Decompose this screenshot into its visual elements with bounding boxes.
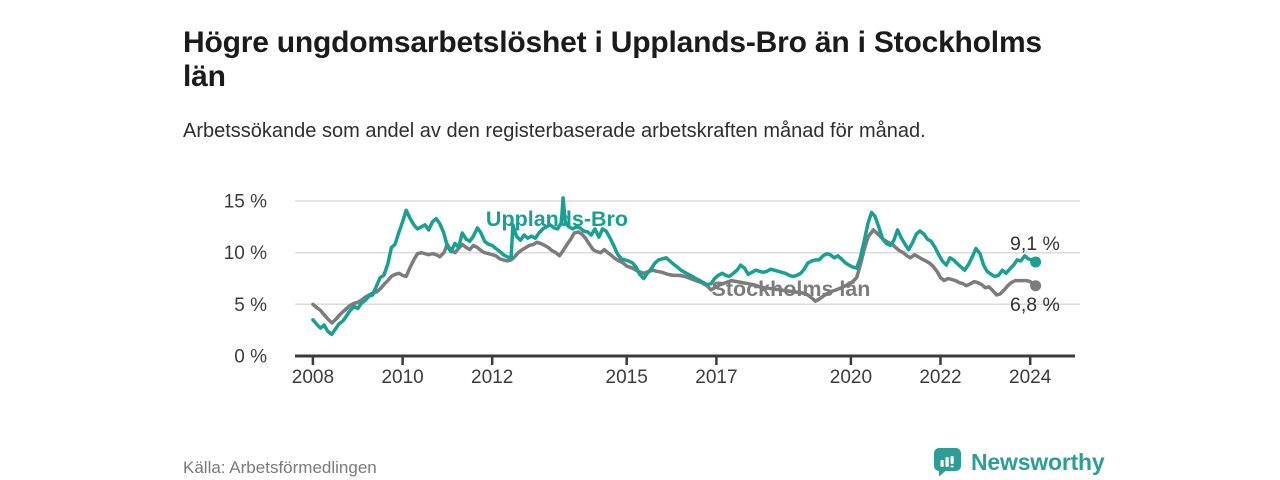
series-line-upplands-bro: [311, 196, 1038, 337]
x-tick-label: 2022: [919, 367, 961, 388]
newsworthy-logo: Newsworthy: [933, 447, 1105, 477]
series-end-dot-stockholms-lan: [1030, 280, 1042, 292]
x-tick-label: 2008: [292, 367, 334, 388]
page-title: Högre ungdomsarbetslöshet i Upplands-Bro…: [183, 26, 1042, 94]
y-tick-label: 5 %: [234, 295, 267, 316]
bar-3: [950, 456, 954, 464]
page-subtitle: Arbetssökande som andel av den registerb…: [183, 120, 926, 142]
x-tick-label: 2015: [606, 367, 648, 388]
source-text: Källa: Arbetsförmedlingen: [183, 458, 377, 477]
series-end-value-stockholms-lan: 6,8 %: [1010, 294, 1060, 316]
y-tick-label: 0 %: [234, 347, 267, 368]
series-end-dot-upplands-bro: [1030, 256, 1042, 268]
x-tick-label: 2012: [471, 367, 513, 388]
bar-3-dot: [950, 465, 954, 468]
x-tick-label: 2010: [381, 367, 423, 388]
series-label-stockholms-lan: Stockholms län: [712, 277, 871, 301]
newsworthy-logo-text: Newsworthy: [971, 448, 1105, 475]
bar-chart-bubble-icon: [934, 448, 961, 477]
bar-2: [945, 457, 949, 467]
series-end-value-upplands-bro: 9,1 %: [1010, 233, 1060, 255]
y-tick-label: 10 %: [224, 243, 267, 264]
x-tick-label: 2020: [830, 367, 872, 388]
x-tick-label: 2024: [1009, 367, 1052, 388]
bar-1: [940, 460, 944, 467]
series-label-upplands-bro: Upplands-Bro: [486, 207, 628, 231]
series-line-stockholms-lan: [311, 228, 1038, 325]
y-tick-label: 15 %: [224, 192, 267, 213]
x-tick-label: 2017: [695, 367, 737, 388]
